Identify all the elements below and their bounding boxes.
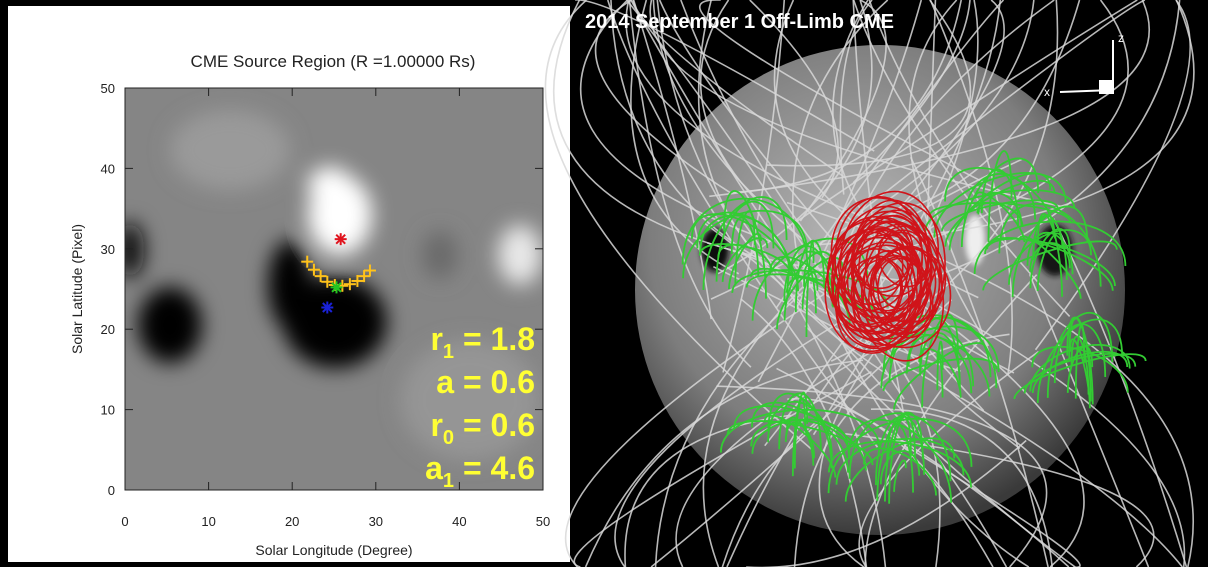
parameter-label: a = 0.6: [436, 364, 535, 400]
parameter-subscript: 1: [443, 341, 454, 363]
y-tick-label: 20: [101, 322, 115, 337]
x-tick-label: 10: [201, 514, 215, 529]
x-axis-label: Solar Longitude (Degree): [255, 542, 412, 558]
x-tick-label: 20: [285, 514, 299, 529]
x-tick-label: 30: [369, 514, 383, 529]
parameter-subscript: 0: [443, 427, 454, 449]
y-tick-label: 0: [108, 483, 115, 498]
figure: CME Source Region (R =1.00000 Rs) Solar …: [0, 0, 1208, 567]
parameter-value: = 0.6: [454, 364, 535, 400]
parameter-symbol: r: [430, 321, 442, 357]
y-tick-label: 10: [101, 403, 115, 418]
y-axis-label: Solar Latitude (Pixel): [69, 224, 85, 354]
parameter-value: = 1.8: [454, 321, 535, 357]
parameter-value: = 0.6: [454, 407, 535, 443]
parameter-symbol: a: [436, 364, 454, 400]
source-marker: [331, 281, 343, 293]
parameter-subscript: 1: [443, 470, 454, 492]
x-tick-label: 0: [121, 514, 128, 529]
x-tick-label: 50: [536, 514, 550, 529]
x-tick-label: 40: [452, 514, 466, 529]
axis-z-label: z: [1118, 31, 1124, 45]
y-tick-label: 40: [101, 161, 115, 176]
y-tick-label: 30: [101, 242, 115, 257]
panel-title: CME Source Region (R =1.00000 Rs): [191, 52, 476, 71]
parameter-symbol: r: [430, 407, 442, 443]
parameter-value: = 4.6: [454, 450, 535, 486]
axis-x-label: x: [1044, 85, 1050, 99]
y-tick-label: 50: [101, 81, 115, 96]
source-marker: [335, 233, 347, 245]
parameter-label: a1 = 4.6: [425, 450, 535, 492]
render-title: 2014 September 1 Off-Limb CME: [585, 11, 894, 33]
source-marker: [321, 301, 333, 313]
parameter-symbol: a: [425, 450, 443, 486]
